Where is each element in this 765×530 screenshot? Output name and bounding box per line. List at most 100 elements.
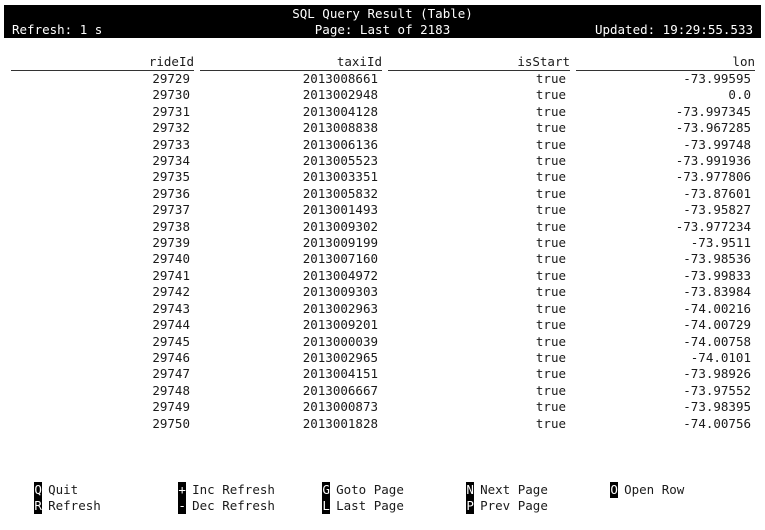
refresh-interval: Refresh: 1 s: [12, 22, 103, 37]
cell-rideId: 29734: [152, 153, 190, 169]
title-bar: SQL Query Result (Table) Page: Last of 2…: [4, 5, 761, 38]
table-row[interactable]: 29741 2013004972 true -73.99833: [11, 268, 755, 284]
table-row[interactable]: 29748 2013006667 true -73.97552: [11, 383, 755, 399]
table-row[interactable]: 29733 2013006136 true -73.99748: [11, 137, 755, 153]
table-row[interactable]: 29746 2013002965 true -74.0101: [11, 350, 755, 366]
table-row[interactable]: 29743 2013002963 true -74.00216: [11, 301, 755, 317]
cell-lon: -73.98926: [683, 366, 751, 382]
cell-taxiId: 2013001828: [302, 415, 378, 431]
cell-isStart: true: [535, 415, 566, 431]
cell-taxiId: 2013004972: [302, 267, 378, 283]
key-p: P: [466, 498, 475, 514]
table-header-row: rideId taxiId isStart lon: [11, 54, 755, 71]
column-header-lon[interactable]: lon: [576, 54, 755, 71]
key-l: L: [322, 498, 331, 514]
last-page-shortcut[interactable]: L Last Page: [292, 482, 404, 514]
column-header-isStart[interactable]: isStart: [388, 54, 570, 71]
table-row[interactable]: 29735 2013003351 true -73.977806: [11, 169, 755, 185]
key-label: Refresh: [48, 498, 101, 513]
cell-taxiId: 2013006667: [302, 382, 378, 398]
key-label: Next Page: [480, 482, 548, 497]
cell-isStart: true: [535, 251, 566, 267]
prev-page-shortcut[interactable]: P Prev Page: [436, 482, 548, 514]
table-row[interactable]: 29745 2013000039 true -74.00758: [11, 334, 755, 350]
cell-lon: -73.9511: [690, 235, 751, 251]
cell-rideId: 29749: [152, 399, 190, 415]
cell-isStart: true: [535, 169, 566, 185]
column-header-rideId[interactable]: rideId: [11, 54, 194, 71]
dec-refresh-shortcut[interactable]: - Dec Refresh: [148, 482, 275, 514]
cell-lon: -73.99833: [683, 267, 751, 283]
cell-rideId: 29732: [152, 120, 190, 136]
table-row[interactable]: 29734 2013005523 true -73.991936: [11, 153, 755, 169]
column-header-taxiId[interactable]: taxiId: [200, 54, 382, 71]
key-plus: +: [178, 482, 187, 498]
key-label: Quit: [48, 482, 79, 497]
open-row-shortcut[interactable]: O Open Row: [580, 466, 684, 498]
cell-rideId: 29733: [152, 136, 190, 152]
cell-taxiId: 2013009302: [302, 218, 378, 234]
updated-timestamp: Updated: 19:29:55.533: [594, 22, 753, 37]
cell-rideId: 29739: [152, 235, 190, 251]
key-label: Goto Page: [336, 482, 404, 497]
cell-taxiId: 2013000873: [302, 399, 378, 415]
cell-lon: -74.00216: [683, 300, 751, 316]
cell-lon: -73.97552: [683, 382, 751, 398]
cell-rideId: 29746: [152, 349, 190, 365]
quit-shortcut[interactable]: Q Quit: [4, 466, 78, 498]
table-row[interactable]: 29750 2013001828 true -74.00756: [11, 416, 755, 432]
goto-page-shortcut[interactable]: G Goto Page: [292, 466, 404, 498]
cell-lon: 0.0: [728, 87, 751, 103]
table-row[interactable]: 29742 2013009303 true -73.83984: [11, 284, 755, 300]
cell-taxiId: 2013009201: [302, 317, 378, 333]
table-row[interactable]: 29737 2013001493 true -73.95827: [11, 202, 755, 218]
key-label: Inc Refresh: [192, 482, 275, 497]
cell-taxiId: 2013002963: [302, 300, 378, 316]
cell-isStart: true: [535, 235, 566, 251]
inc-refresh-shortcut[interactable]: + Inc Refresh: [148, 466, 275, 498]
cell-rideId: 29731: [152, 103, 190, 119]
table-row[interactable]: 29749 2013000873 true -73.98395: [11, 399, 755, 415]
key-label: Dec Refresh: [192, 498, 275, 513]
cell-lon: -74.0101: [690, 349, 751, 365]
key-o: O: [610, 482, 619, 498]
cell-lon: -73.967285: [675, 120, 751, 136]
window-title: SQL Query Result (Table): [292, 6, 473, 21]
key-label: Last Page: [336, 498, 404, 513]
page-indicator: Page: Last of 2183: [314, 22, 451, 37]
cell-taxiId: 2013005523: [302, 153, 378, 169]
key-label: Open Row: [624, 482, 685, 497]
table-row[interactable]: 29732 2013008838 true -73.967285: [11, 120, 755, 136]
table-row[interactable]: 29729 2013008661 true -73.99595: [11, 71, 755, 87]
table-row[interactable]: 29736 2013005832 true -73.87601: [11, 186, 755, 202]
cell-rideId: 29738: [152, 218, 190, 234]
cell-taxiId: 2013004151: [302, 366, 378, 382]
table-row[interactable]: 29744 2013009201 true -74.00729: [11, 317, 755, 333]
key-minus: -: [178, 498, 187, 514]
cell-rideId: 29742: [152, 284, 190, 300]
cell-isStart: true: [535, 333, 566, 349]
key-g: G: [322, 482, 331, 498]
table-row[interactable]: 29739 2013009199 true -73.9511: [11, 235, 755, 251]
table-row[interactable]: 29730 2013002948 true 0.0: [11, 87, 755, 103]
next-page-shortcut[interactable]: N Next Page: [436, 466, 548, 498]
table-row[interactable]: 29738 2013009302 true -73.977234: [11, 219, 755, 235]
cell-taxiId: 2013009303: [302, 284, 378, 300]
refresh-shortcut[interactable]: R Refresh: [4, 482, 101, 514]
cell-isStart: true: [535, 202, 566, 218]
status-row: Page: Last of 2183 Refresh: 1 s Updated:…: [4, 22, 761, 38]
cell-lon: -73.83984: [683, 284, 751, 300]
cell-rideId: 29745: [152, 333, 190, 349]
cell-lon: -73.99748: [683, 136, 751, 152]
cell-rideId: 29736: [152, 185, 190, 201]
cell-taxiId: 2013000039: [302, 333, 378, 349]
table-row[interactable]: 29747 2013004151 true -73.98926: [11, 366, 755, 382]
table-row[interactable]: 29731 2013004128 true -73.997345: [11, 104, 755, 120]
cell-taxiId: 2013008838: [302, 120, 378, 136]
table-body: 29729 2013008661 true -73.99595 29730 2013002…: [11, 71, 755, 432]
cell-lon: -74.00729: [683, 317, 751, 333]
table-row[interactable]: 29740 2013007160 true -73.98536: [11, 251, 755, 267]
cell-lon: -73.977806: [675, 169, 751, 185]
key-r: R: [34, 498, 43, 514]
cell-taxiId: 2013002965: [302, 349, 378, 365]
